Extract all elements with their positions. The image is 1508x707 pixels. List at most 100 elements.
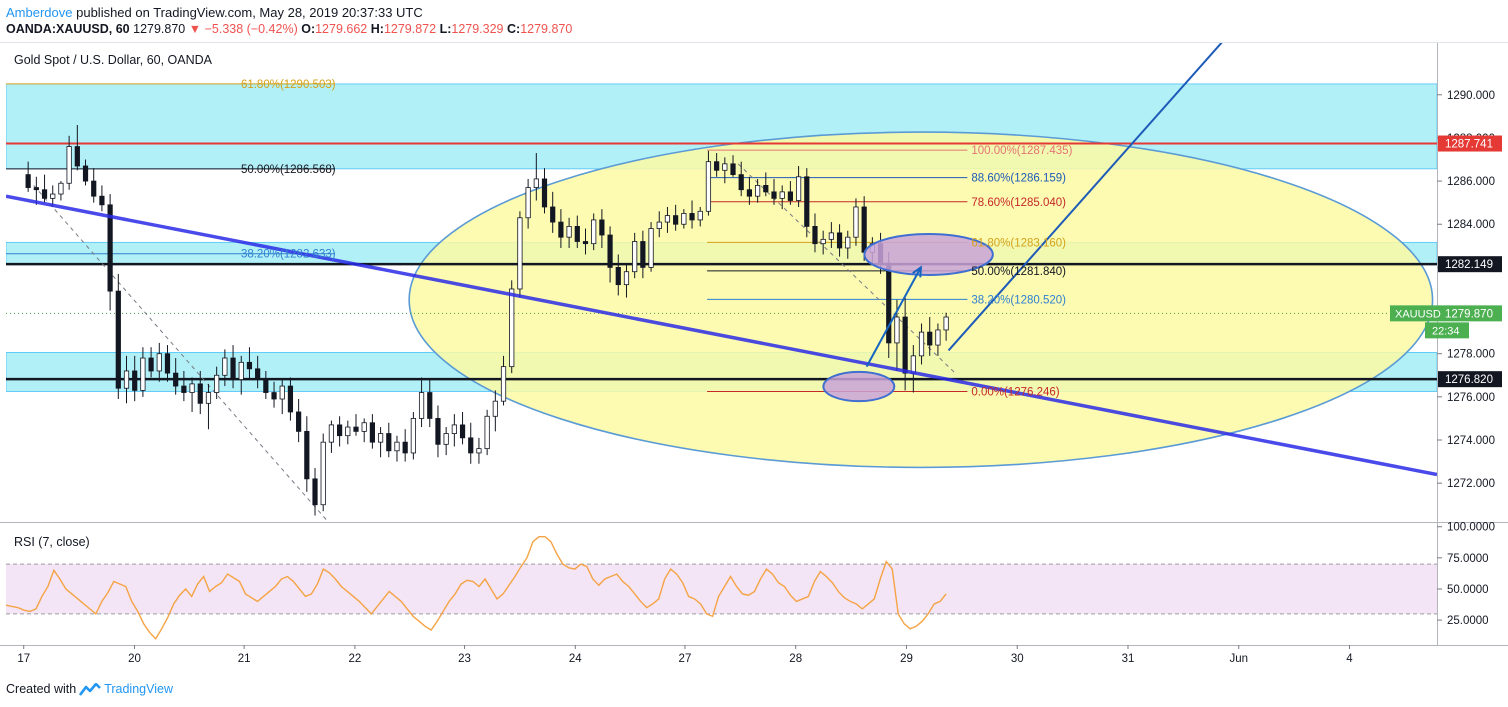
candle-body <box>746 189 753 197</box>
time-tick-label: 23 <box>458 653 471 665</box>
candle-body <box>607 234 613 268</box>
candle-body <box>566 226 572 238</box>
candle-body <box>599 219 605 236</box>
ohlc-legend: OANDA:XAUUSD, 60 1279.870 ▼ −5.338 (−0.4… <box>6 22 572 36</box>
author-link[interactable]: Amberdove <box>6 5 73 20</box>
candle <box>181 370 187 402</box>
rsi-tick-label: 100.0000 <box>1447 522 1495 534</box>
candle-body <box>459 424 466 439</box>
rsi-tick-label: 50.0000 <box>1447 584 1489 596</box>
candle-body <box>304 430 310 480</box>
time-tick-label: 20 <box>128 653 141 665</box>
candle-body <box>132 370 138 391</box>
candle <box>476 437 482 464</box>
candle-body <box>394 441 400 452</box>
low-value: 1279.329 <box>451 22 504 36</box>
candle <box>468 422 474 464</box>
fib-left-label-2: 38.20%(1282.633) <box>241 249 336 261</box>
tradingview-logo-icon <box>79 682 102 696</box>
candle <box>287 377 294 421</box>
candle <box>517 211 523 298</box>
candle-body <box>402 441 408 454</box>
candle <box>787 181 793 205</box>
candle <box>328 420 335 453</box>
marker-ellipse-0 <box>822 370 896 403</box>
low-label: L: <box>439 22 452 36</box>
candle-body <box>337 424 343 437</box>
candle <box>50 185 56 207</box>
candle <box>648 222 654 272</box>
candle <box>74 124 80 171</box>
candle <box>132 355 138 402</box>
candle <box>345 420 351 445</box>
candle-body <box>41 189 48 199</box>
candle-body <box>681 213 687 225</box>
down-triangle-icon: ▼ <box>188 22 202 36</box>
candle-body <box>763 185 769 193</box>
candle-body <box>935 329 941 346</box>
candle-body <box>787 191 793 201</box>
price-label-bg-2 <box>1438 305 1502 322</box>
candle-body <box>804 176 810 227</box>
candle <box>82 159 89 186</box>
candle <box>279 379 285 415</box>
candle-body <box>115 290 121 389</box>
candle-body <box>550 206 556 223</box>
candle <box>689 200 695 229</box>
candle-body <box>918 331 925 357</box>
candle <box>714 153 720 177</box>
candle <box>935 323 941 356</box>
candle <box>304 416 310 492</box>
high-value: 1279.872 <box>383 22 437 36</box>
candle <box>156 342 162 382</box>
candle <box>820 230 826 255</box>
candle <box>566 217 572 248</box>
rsi-tick-label: 75.0000 <box>1447 553 1489 565</box>
candle <box>812 213 818 253</box>
price-tick-label: 1290.000 <box>1447 90 1495 102</box>
candle-body <box>771 191 777 199</box>
candle <box>722 157 728 184</box>
candle <box>853 198 859 246</box>
symbol-tag: XAUUSD <box>1395 308 1441 320</box>
candle-body <box>205 392 212 404</box>
candle <box>525 178 531 229</box>
candle <box>33 176 39 205</box>
high-label: H: <box>370 22 384 36</box>
candle <box>369 414 375 449</box>
candle <box>394 435 400 462</box>
candle <box>337 416 343 447</box>
candle <box>541 168 548 214</box>
candle-body <box>189 383 195 393</box>
rsi-pane-title: RSI (7, close) <box>14 535 90 549</box>
candle <box>558 209 564 248</box>
candle <box>927 317 933 356</box>
candle <box>99 185 105 212</box>
candle-body <box>697 210 703 221</box>
candle-body <box>468 437 474 454</box>
candle <box>484 409 490 456</box>
candle-body <box>525 187 531 219</box>
rsi-band <box>6 564 1437 614</box>
tradingview-brand[interactable]: TradingView <box>104 682 173 696</box>
price-label-bg-0 <box>1438 135 1502 152</box>
candle <box>664 206 671 233</box>
candle-body <box>107 204 113 292</box>
countdown-bg <box>1425 322 1469 339</box>
price-label-bg-1 <box>1438 256 1502 273</box>
price-label-2: 1279.870 <box>1445 308 1493 320</box>
candle <box>115 273 121 400</box>
candle-body <box>255 368 261 380</box>
candle <box>738 161 744 197</box>
candle <box>746 176 753 205</box>
candle <box>828 222 834 248</box>
candle-body <box>58 182 64 195</box>
candle-body <box>418 392 425 419</box>
candle-body <box>197 383 203 404</box>
candle-body <box>836 232 843 249</box>
candle-body <box>730 163 736 176</box>
publish-text: published on TradingView.com, May 28, 20… <box>76 5 423 20</box>
fib-right-label-6: 0.00%(1276.246) <box>971 387 1059 399</box>
price-change: −5.338 (−0.42%) <box>204 22 298 36</box>
